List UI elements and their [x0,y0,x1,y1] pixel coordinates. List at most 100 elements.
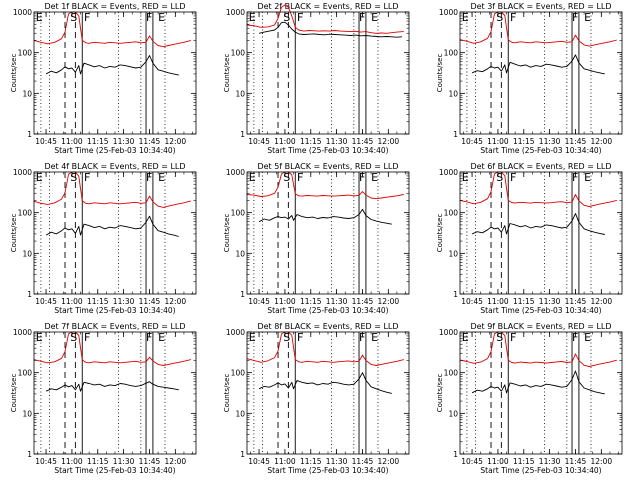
flag-label: E [584,11,591,24]
chart-title: Det 6f BLACK = Events, RED = LLD [470,162,611,171]
y-tick-label: 100 [444,369,459,378]
x-tick-label: 11:45 [565,457,587,466]
x-tick-label: 11:00 [274,457,296,466]
x-tick-label: 10:45 [35,297,57,306]
x-tick-label: 11:00 [61,297,83,306]
x-tick-label: 12:00 [378,137,400,146]
events-series-line [45,215,179,237]
flag-label: S [70,171,77,184]
x-tick-label: 11:15 [513,137,535,146]
flag-label: F [359,171,365,184]
y-tick-label: 1 [453,450,458,459]
flag-label: S [283,171,290,184]
y-axis-label: Counts/sec [10,374,18,413]
x-tick-label: 12:00 [378,457,400,466]
x-tick-label: 10:45 [35,457,57,466]
y-axis-label: Counts/sec [223,374,231,413]
plot-frame [33,331,197,455]
flag-label: E [36,331,43,344]
events-series-line [471,54,605,75]
flag-label: F [510,11,516,24]
flag-label: S [283,331,290,344]
flag-label: F [297,11,303,24]
x-tick-label: 11:00 [61,137,83,146]
lld-series-line [33,331,191,366]
y-tick-label: 10 [22,89,32,98]
plot-frame [246,171,410,295]
flag-label: S [496,171,503,184]
flag-label: F [84,171,90,184]
x-tick-label: 12:00 [165,137,187,146]
chart-title: Det 7f BLACK = Events, RED = LLD [44,322,185,331]
flag-label: E [36,171,43,184]
y-tick-label: 1 [27,450,32,459]
x-tick-label: 10:45 [461,297,483,306]
x-tick-label: 11:45 [352,457,374,466]
events-series-line [45,381,179,392]
flag-label: F [572,171,578,184]
y-tick-label: 1 [240,130,245,139]
flag-label: F [359,331,365,344]
plot-frame [33,11,197,135]
flag-label: E [462,11,469,24]
events-series-line [45,55,179,76]
flag-label: E [158,331,165,344]
y-tick-label: 1000 [13,8,32,17]
lld-series-line [459,11,617,47]
flag-label: E [584,331,591,344]
x-axis-label: Start Time (25-Feb-03 10:34:40) [480,306,601,315]
lld-series-line [33,11,191,48]
events-series-line [258,372,392,394]
flag-label: S [70,11,77,24]
x-tick-label: 12:00 [165,297,187,306]
y-tick-label: 1 [27,130,32,139]
chart-title: Det 1f BLACK = Events, RED = LLD [44,2,185,11]
y-tick-label: 1 [240,450,245,459]
x-tick-label: 11:15 [300,137,322,146]
x-tick-label: 11:00 [274,297,296,306]
y-tick-label: 1 [453,130,458,139]
chart-title: Det 8f BLACK = Events, RED = LLD [257,322,398,331]
x-tick-label: 11:15 [87,457,109,466]
x-tick-label: 11:30 [326,297,348,306]
lld-series-line [459,331,617,367]
y-tick-label: 1000 [439,8,458,17]
x-tick-label: 11:00 [487,137,509,146]
x-tick-label: 11:15 [87,137,109,146]
y-tick-label: 10 [22,249,32,258]
y-axis-label: Counts/sec [436,54,444,93]
x-tick-label: 11:30 [326,137,348,146]
flag-label: F [572,11,578,24]
y-tick-label: 1000 [226,8,245,17]
chart-title: Det 2f BLACK = Events, RED = LLD [257,2,398,11]
flag-label: F [146,11,152,24]
y-tick-label: 100 [18,209,33,218]
flag-label: F [510,331,516,344]
x-tick-label: 11:15 [300,297,322,306]
x-axis-label: Start Time (25-Feb-03 10:34:40) [267,146,388,155]
x-axis-label: Start Time (25-Feb-03 10:34:40) [54,146,175,155]
y-tick-label: 1000 [439,168,458,177]
y-tick-label: 100 [18,49,33,58]
flag-label: E [158,11,165,24]
x-tick-label: 10:45 [461,137,483,146]
flag-label: F [84,11,90,24]
y-tick-label: 10 [448,89,458,98]
x-tick-label: 11:45 [565,297,587,306]
y-axis-label: Counts/sec [436,374,444,413]
flag-label: F [84,331,90,344]
y-tick-label: 1000 [13,328,32,337]
flag-label: E [371,331,378,344]
x-tick-label: 12:00 [591,137,613,146]
x-tick-label: 11:15 [87,297,109,306]
lld-series-line [246,4,404,34]
plot-frame [246,331,410,455]
flag-label: S [496,11,503,24]
x-tick-label: 10:45 [461,457,483,466]
y-tick-label: 10 [22,409,32,418]
